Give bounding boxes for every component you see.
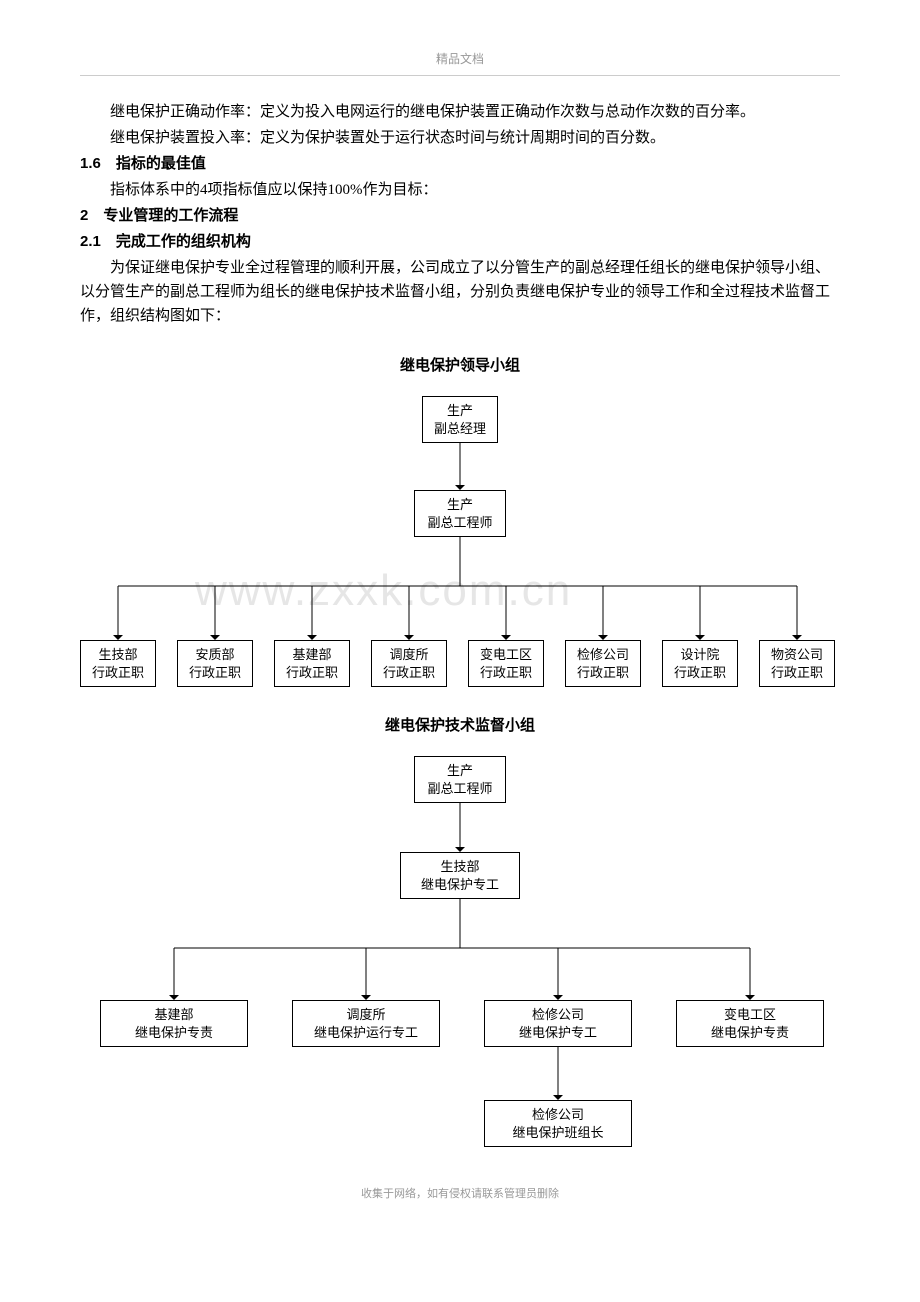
paragraph-3: 指标体系中的4项指标值应以保持100%作为目标： <box>80 178 840 202</box>
chart2-title: 继电保护技术监督小组 <box>80 714 840 738</box>
chart2-leaf-2: 检修公司继电保护专工 <box>484 1000 632 1047</box>
paragraph-4: 为保证继电保护专业全过程管理的顺利开展，公司成立了以分管生产的副总经理任组长的继… <box>80 256 840 328</box>
heading-1-6: 1.6 指标的最佳值 <box>80 152 840 176</box>
chart1-leaf-0: 生技部行政正职 <box>80 640 156 687</box>
chart1-mid: 生产副总工程师 <box>414 490 506 537</box>
chart1-root: 生产副总经理 <box>422 396 498 443</box>
chart1-leaf-1: 安质部行政正职 <box>177 640 253 687</box>
paragraph-1: 继电保护正确动作率：定义为投入电网运行的继电保护装置正确动作次数与总动作次数的百… <box>80 100 840 124</box>
heading-2: 2 专业管理的工作流程 <box>80 204 840 228</box>
chart2-tail: 检修公司继电保护班组长 <box>484 1100 632 1147</box>
page-header-label: 精品文档 <box>80 50 840 76</box>
chart2-leaf-3: 变电工区继电保护专责 <box>676 1000 824 1047</box>
chart1-leaf-4: 变电工区行政正职 <box>468 640 544 687</box>
chart1-leaf-6: 设计院行政正职 <box>662 640 738 687</box>
chart2-leaf-0: 基建部继电保护专责 <box>100 1000 248 1047</box>
watermark: www.zxxk.com.cn <box>195 556 572 626</box>
chart1-leaf-7: 物资公司行政正职 <box>759 640 835 687</box>
org-chart-leadership: www.zxxk.com.cn 生产副总经理生产副总工程师生技部行政正职安质部行政… <box>80 396 840 688</box>
footer-note: 收集于网络，如有侵权请联系管理员删除 <box>80 1186 840 1204</box>
heading-2-1: 2.1 完成工作的组织机构 <box>80 230 840 254</box>
paragraph-2: 继电保护装置投入率：定义为保护装置处于运行状态时间与统计周期时间的百分数。 <box>80 126 840 150</box>
org-chart-supervision: 生产副总工程师生技部继电保护专工基建部继电保护专责调度所继电保护运行专工检修公司… <box>80 756 840 1156</box>
chart2-mid: 生技部继电保护专工 <box>400 852 520 899</box>
chart2-leaf-1: 调度所继电保护运行专工 <box>292 1000 440 1047</box>
chart1-title: 继电保护领导小组 <box>80 354 840 378</box>
chart1-leaf-2: 基建部行政正职 <box>274 640 350 687</box>
chart1-leaf-5: 检修公司行政正职 <box>565 640 641 687</box>
chart2-root: 生产副总工程师 <box>414 756 506 803</box>
chart1-leaf-3: 调度所行政正职 <box>371 640 447 687</box>
